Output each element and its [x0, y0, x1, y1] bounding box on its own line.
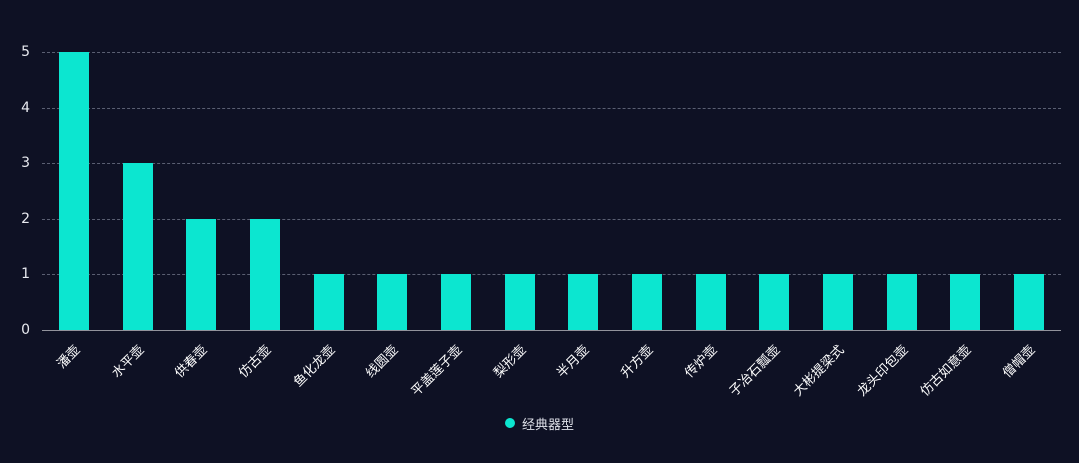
x-axis-category-label: 龙头印包壶 [854, 342, 912, 400]
bar[interactable] [950, 274, 981, 330]
gridline [42, 52, 1061, 53]
y-axis: 0 1 2 3 4 5 [0, 44, 36, 338]
x-axis-category-label: 仿古壶 [236, 342, 275, 382]
bar[interactable] [823, 274, 854, 330]
x-axis-labels: 潘壶 水平壶 供春壶 仿古壶 鱼化龙壶 线圆壶 平盖莲子壶 梨形壶 半月壶 升方壶 传炉壶 子冶石瓢壶… [42, 340, 1061, 418]
x-axis-category-label: 半月壶 [554, 342, 593, 382]
bar[interactable] [122, 163, 153, 330]
bar[interactable] [632, 274, 663, 330]
y-axis-tick-label: 0 [21, 322, 30, 338]
x-axis-category-label: 升方壶 [618, 342, 657, 382]
bar[interactable] [695, 274, 726, 330]
gridline [42, 163, 1061, 165]
x-axis-category-label: 供春壶 [172, 342, 211, 382]
gridline [42, 274, 1061, 276]
bar[interactable] [440, 274, 471, 330]
x-axis-category-label: 潘壶 [54, 342, 84, 372]
y-axis-tick-label: 2 [21, 210, 30, 227]
y-axis-tick-label: 3 [21, 155, 30, 172]
x-axis-category-label: 鱼化龙壶 [290, 342, 339, 391]
gridline [42, 218, 1061, 220]
bar[interactable] [759, 274, 790, 330]
x-axis-category-label: 大彬提梁式 [790, 342, 848, 400]
bar[interactable] [886, 274, 917, 330]
y-axis-tick-label: 5 [21, 44, 30, 60]
y-axis-tick-label: 1 [21, 266, 30, 283]
plot-area [42, 52, 1061, 331]
x-axis-category-label: 传炉壶 [681, 342, 721, 382]
bar[interactable] [504, 274, 535, 330]
legend-label: 经典器型 [521, 417, 574, 433]
bar[interactable] [568, 274, 599, 330]
bar[interactable] [186, 218, 217, 330]
x-axis-category-label: 子冶石瓢壶 [727, 342, 784, 400]
bar[interactable] [313, 274, 344, 330]
x-axis-category-label: 梨形壶 [490, 342, 530, 382]
x-axis-category-label: 僧帽壶 [1000, 342, 1039, 382]
legend-dot [504, 418, 515, 428]
bar[interactable] [377, 274, 408, 330]
x-axis-category-label: 线圆壶 [363, 342, 402, 382]
bar[interactable] [1014, 274, 1045, 330]
bar[interactable] [58, 52, 89, 330]
gridline [42, 107, 1061, 109]
bar[interactable] [249, 218, 280, 330]
legend-item-classic-types[interactable]: 经典器型 [0, 414, 1079, 433]
y-axis-tick-label: 4 [21, 99, 30, 116]
x-axis-category-label: 平盖莲子壶 [408, 342, 466, 400]
x-axis-category-label: 水平壶 [108, 342, 147, 382]
x-axis-category-label: 仿古如意壶 [918, 342, 975, 400]
